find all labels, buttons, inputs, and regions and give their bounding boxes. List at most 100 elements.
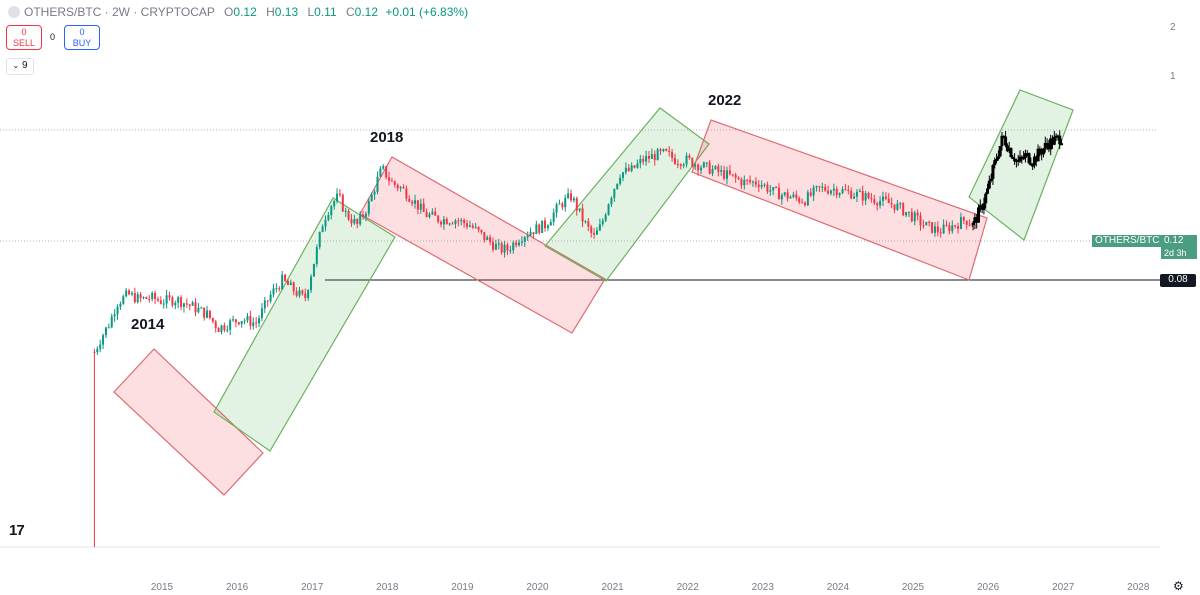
candle-body [292,282,295,292]
candle-body [610,197,613,205]
buy-button[interactable]: 0 BUY [64,25,100,50]
candle-body [642,159,645,162]
candle-body [861,190,864,201]
candle-body [327,215,330,220]
candle-body [107,327,110,329]
candle-body [824,186,827,191]
x-tick-label: 2017 [301,582,324,593]
candle-body [621,172,624,178]
candle-body [414,200,417,204]
candle-body [740,179,743,186]
candle-body [925,221,928,226]
candle-body [125,290,128,297]
tradingview-logo-icon[interactable]: 17 [9,522,25,539]
indicators-toggle-button[interactable]: ⌄ 9 [6,58,34,75]
candle-body [936,226,939,233]
candle-body [832,188,835,191]
candle-body [431,211,434,215]
channel-2021-up[interactable] [544,107,710,282]
candle-body [214,321,217,329]
symbol-logo-icon [8,6,20,18]
candle-body [440,221,443,225]
candle-body [379,168,382,177]
candle-body [324,219,327,227]
candle-body [234,319,237,323]
x-tick-label: 2021 [601,582,624,593]
symbol-title[interactable]: OTHERS/BTC · 2W · CRYPTOCAP [24,5,215,19]
candle-body [102,335,105,345]
candle-body [910,211,913,222]
projection-candle [1058,135,1062,145]
candle-body [619,177,622,184]
open-value: 0.12 [233,5,257,19]
projection-candle [1016,159,1020,162]
candle-body [255,322,258,324]
candle-body [890,203,893,205]
candle-body [460,219,463,222]
projection-candle [1051,138,1055,145]
candle-body [104,327,107,336]
candle-body [535,224,538,235]
candle-body [422,203,425,212]
candle-body [206,310,209,318]
projection-candle [1029,163,1033,166]
candle-body [913,212,916,222]
high-label: H [266,5,275,19]
legend-header[interactable]: OTHERS/BTC · 2W · CRYPTOCAP O0.12 H0.13 … [8,5,468,19]
candle-body [572,198,575,201]
candle-body [480,229,483,233]
candle-body [864,193,867,201]
candle-body [315,247,318,264]
candle-body [269,294,272,302]
annotation-2022[interactable]: 2022 [708,92,741,109]
channel-2016-up[interactable] [213,197,396,452]
candle-body [962,217,965,221]
candlestick-series [93,146,974,547]
candle-body [110,316,113,328]
candle-body [252,322,255,326]
candle-body [156,299,159,301]
candle-body [575,198,578,211]
candle-body [818,186,821,188]
candle-body [330,206,333,216]
candle-body [546,225,549,229]
candle-body [965,220,968,225]
channel-2026-up[interactable] [968,89,1074,241]
candle-body [240,321,243,325]
candle-body [503,244,506,253]
candle-body [284,274,287,281]
candle-body [541,220,544,233]
candle-body [633,165,636,168]
candle-body [702,162,705,168]
candle-body [957,226,960,229]
candle-body [685,155,688,165]
projection-candle [984,193,988,204]
candle-body [362,214,365,217]
annotation-2018[interactable]: 2018 [370,129,403,146]
candle-body [168,295,171,298]
channel-drawings[interactable] [113,89,1074,496]
candle-body [881,196,884,201]
candle-body [705,162,708,164]
candle-body [596,230,599,235]
spread-value: 0 [50,32,56,42]
sell-button[interactable]: 0 SELL [6,25,42,50]
candle-body [301,290,304,294]
candle-body [411,201,414,204]
projection-candle [986,188,990,194]
candle-body [544,220,547,229]
candle-body [922,225,925,227]
annotation-2014[interactable]: 2014 [131,316,165,333]
price-axis[interactable]: 21 [1170,22,1176,82]
time-axis[interactable]: 2015 2016 2017 2018 2019 2020 2021 2022 2023 2024… [151,582,1150,593]
projection-candle [1027,153,1031,164]
candle-body [789,196,792,199]
candle-body [876,203,879,206]
settings-gear-icon[interactable]: ⚙ [1173,579,1184,593]
candle-body [951,225,954,232]
channel-2014-down[interactable] [113,348,264,496]
candle-body [154,292,157,300]
channel-2022-down[interactable] [691,119,988,281]
candle-body [266,300,269,302]
